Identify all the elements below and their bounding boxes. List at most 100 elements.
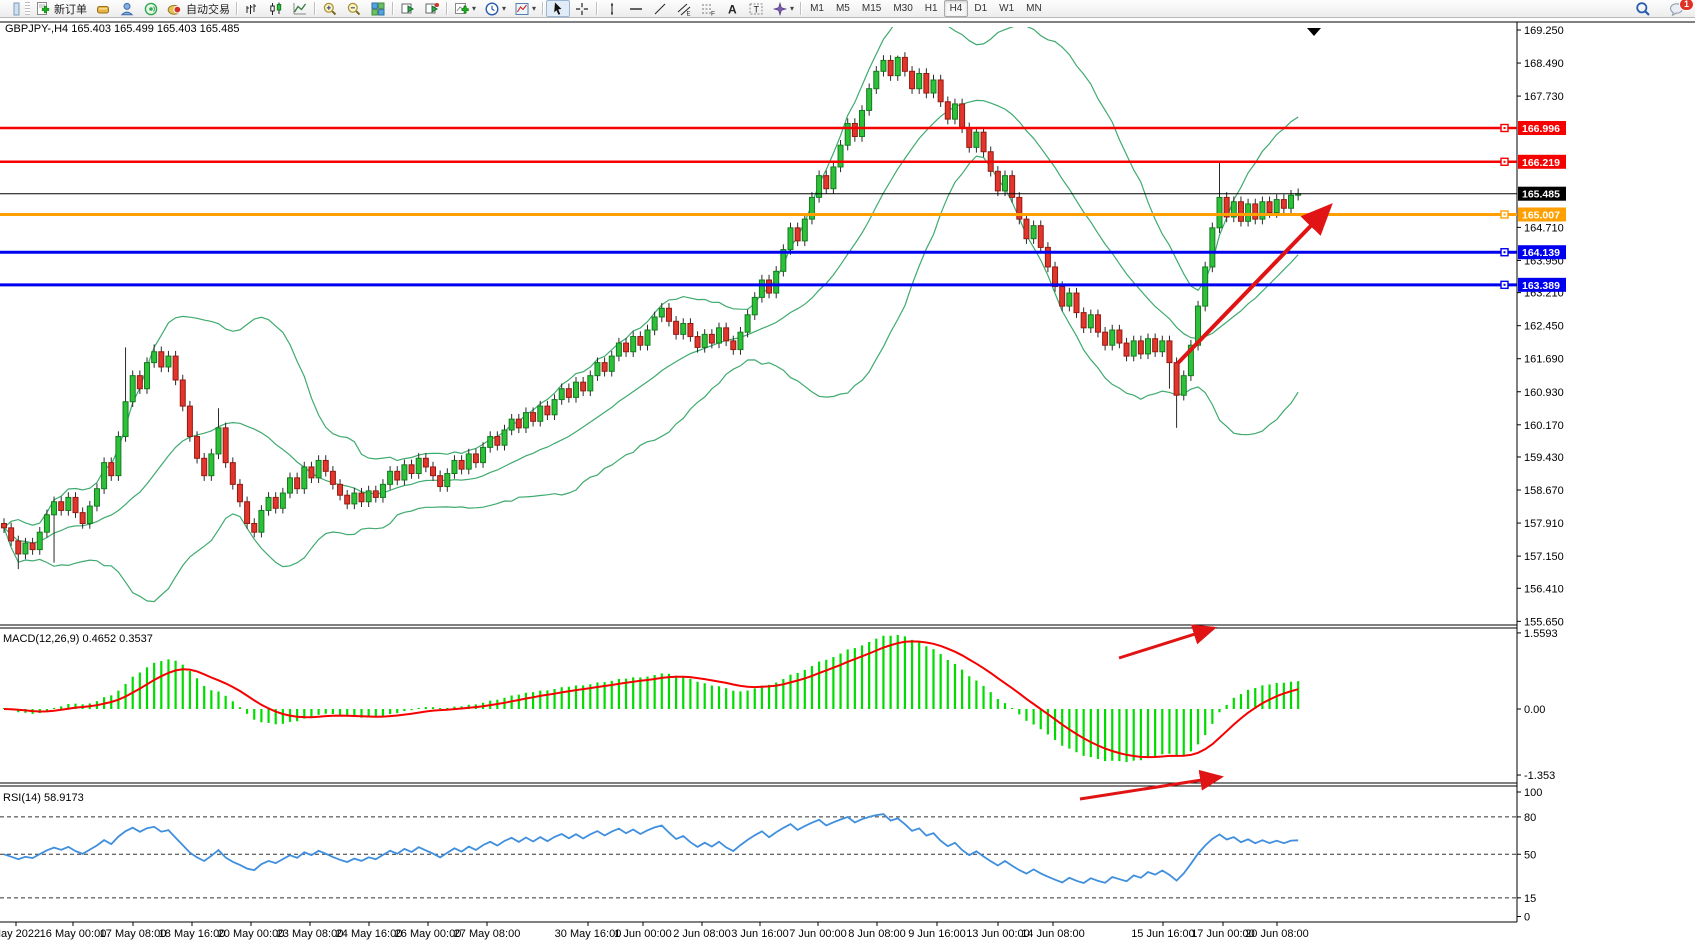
time-axis-label: 27 May 08:00 [454, 928, 521, 940]
candle-bearish [708, 333, 715, 344]
zoom-in-icon[interactable] [318, 0, 342, 17]
search-icon[interactable] [1631, 0, 1655, 17]
candle-bearish [72, 496, 79, 514]
crosshair-icon[interactable] [570, 0, 594, 17]
price-tag-text: 166.996 [1522, 123, 1560, 135]
toolbar-group-chart-type [240, 0, 312, 17]
price-axis-tick: 169.250 [1524, 25, 1564, 37]
timeframe-h4-button[interactable]: H4 [943, 0, 969, 17]
bollinger-middle-band [3, 99, 1299, 544]
price-tag [1518, 207, 1566, 222]
zoom-out-icon[interactable] [342, 0, 366, 17]
candle-bearish [1073, 292, 1080, 314]
candle-bullish [501, 429, 508, 446]
candle-bullish [165, 355, 172, 368]
dropdown-caret-icon[interactable]: ▾ [790, 4, 795, 13]
price-tag-text: 165.007 [1522, 209, 1560, 221]
timeframe-m30-button[interactable]: M30 [893, 3, 913, 14]
indicators-icon[interactable]: ▾ [450, 0, 480, 17]
dropdown-caret-icon[interactable]: ▾ [502, 4, 507, 13]
market-watch-icon[interactable] [115, 0, 139, 17]
fibonacci-icon[interactable]: F [696, 0, 720, 17]
candle-bearish [1102, 331, 1109, 346]
timeframe-m5-button[interactable]: M5 [835, 3, 850, 14]
macd-panel [2, 634, 1300, 762]
price-tag [1518, 186, 1566, 201]
candle-bullish [1145, 338, 1151, 355]
tile-windows-icon[interactable] [366, 0, 390, 17]
toolbar-grip[interactable] [25, 2, 30, 15]
toolbar-right: 1 [1631, 0, 1695, 17]
chart-canvas[interactable]: 169.250168.490167.730164.710163.950163.2… [0, 17, 1695, 943]
candle-bullish [215, 427, 222, 455]
periods-icon[interactable]: ▾ [480, 0, 510, 17]
templates-icon[interactable]: ▾ [510, 0, 540, 17]
vertical-line-icon[interactable] [600, 0, 624, 17]
trend-arrow-annotation[interactable] [1176, 203, 1333, 365]
price-axis-tick: 167.730 [1524, 91, 1564, 103]
candle-bullish [1259, 201, 1266, 220]
candle-bearish [229, 462, 236, 485]
cursor-icon[interactable] [546, 0, 571, 17]
candle-bearish [1044, 246, 1051, 268]
time-axis-label: 17 May 08:00 [100, 928, 167, 940]
toolbar-separator [542, 2, 544, 15]
horizontal-line-icon[interactable] [624, 0, 648, 17]
candle-bullish [444, 472, 451, 488]
rsi-axis-tick: 100 [1524, 787, 1542, 799]
trendline-icon[interactable] [648, 0, 672, 17]
candle-bullish [644, 329, 651, 346]
timeframe-w1-button[interactable]: W1 [999, 3, 1015, 14]
candle-bullish [880, 59, 887, 72]
candle-bearish [1016, 196, 1023, 220]
candlestick-chart-icon[interactable] [264, 0, 288, 17]
candle-bullish [1066, 292, 1073, 307]
signals-icon[interactable] [139, 0, 163, 17]
chart-shift-marker[interactable] [1307, 28, 1321, 36]
arrows-icon[interactable]: ▾ [768, 0, 798, 17]
autotrading-button[interactable]: 自动交易 [163, 0, 234, 17]
candle-bearish [637, 336, 644, 346]
candle-bullish [1030, 225, 1037, 240]
timeframe-m15-button[interactable]: M15 [861, 3, 882, 14]
dropdown-caret-icon[interactable]: ▾ [532, 4, 537, 13]
new-order-button[interactable]: 新订单 [31, 0, 91, 17]
candle-bullish [401, 464, 408, 481]
candle-bearish [437, 475, 444, 488]
candlesticks[interactable] [1, 52, 1302, 570]
candle-bullish [1109, 329, 1116, 346]
equidistant-channel-icon[interactable]: E [672, 0, 696, 17]
time-axis-label: 1 Jun 00:00 [614, 928, 672, 940]
candle-bearish [1166, 340, 1173, 364]
chat-icon[interactable]: 1 [1665, 0, 1694, 17]
text-label-icon[interactable]: T [744, 0, 768, 17]
track-chart-icon[interactable] [420, 0, 444, 17]
timeframe-d1-button[interactable]: D1 [974, 3, 988, 14]
bar-chart-icon[interactable] [240, 0, 264, 17]
timeframe-m1-button[interactable]: M1 [810, 3, 824, 14]
timeframe-mn-button[interactable]: MN [1026, 3, 1042, 14]
candle-bearish [937, 79, 944, 103]
candle-bearish [665, 307, 672, 322]
candle-bullish [522, 412, 529, 429]
time-axis-label: May 2022 [0, 928, 40, 940]
line-chart-icon[interactable] [288, 0, 312, 17]
dropdown-caret-icon[interactable]: ▾ [472, 4, 477, 13]
trend-arrow-annotation[interactable] [1079, 769, 1224, 801]
time-axis-label: 30 May 16:00 [555, 928, 622, 940]
candle-bearish [108, 462, 115, 477]
candle-bullish [43, 514, 50, 533]
text-icon[interactable]: A [720, 0, 744, 17]
price-axis-tick: 168.490 [1524, 58, 1564, 70]
trend-arrow-annotation[interactable] [1118, 624, 1217, 660]
rsi-axis-tick: 80 [1524, 812, 1536, 824]
svg-text:F: F [711, 10, 715, 17]
price-axis-tick: 160.170 [1524, 420, 1564, 432]
timeframe-h1-button[interactable]: H1 [924, 3, 938, 14]
candle-bullish [737, 331, 744, 351]
profiles-icon[interactable] [91, 0, 115, 17]
candle-bullish [587, 375, 594, 392]
auto-arrange-icon[interactable] [396, 0, 420, 17]
candle-bearish [308, 466, 315, 479]
clipped-icon[interactable] [0, 0, 24, 17]
